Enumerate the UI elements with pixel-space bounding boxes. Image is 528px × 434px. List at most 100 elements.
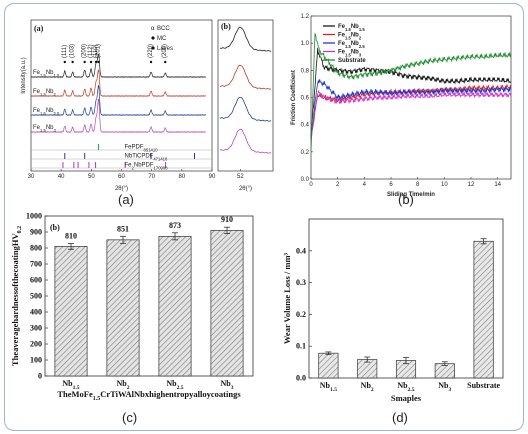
figure-frame: 30 40 50 60 70 80 90 2θ(°) Intensity(a.u.) (a) α BC… (4, 3, 524, 431)
xrd-peak-label: (200) (162, 44, 168, 58)
friction-x-label: Sliding Time/min (387, 192, 435, 198)
xrd-zoom-line (220, 64, 272, 90)
friction-x-tick-label: 14 (494, 182, 501, 188)
wear-x-tick-label: Nb3 (438, 381, 451, 393)
wear-x-tick-label: Nb1.5 (320, 381, 337, 393)
hardness-x-tick-label: Nb1.5 (62, 379, 79, 391)
xrd-zoom-line (219, 26, 272, 52)
hardness-y-tick-label: 900 (30, 228, 42, 237)
hardness-y-tick-label: 1000 (26, 212, 42, 221)
friction-x-tick-label: 6 (389, 182, 393, 188)
friction-x-tick-label: 12 (468, 182, 475, 188)
hardness-y-tick-label: 800 (30, 244, 42, 253)
caption-a: (a) (118, 192, 134, 207)
friction-y-tick-label: 0.6 (301, 96, 310, 102)
wear-bar (318, 352, 339, 379)
friction-y-tick-label: 1.0 (301, 41, 310, 47)
xrd-peak-marker-icon (89, 60, 93, 64)
xrd-peak-label: (110) (93, 44, 99, 58)
friction-legend-label: Fe1.5Nb2.5 (338, 41, 365, 49)
xrd-x-tick-label: 90 (209, 174, 216, 180)
friction-y-tick-label: 0.8 (301, 68, 310, 74)
friction-series-line (310, 89, 512, 138)
wear-y-label: Wear Volume Loss / mm³ (282, 252, 292, 344)
hardness-panel-label: (b) (50, 223, 60, 232)
caption-d: (d) (392, 410, 408, 425)
hardness-x-label: TheMoFe1.5CrTiWAlNbxhighentropyalloycoat… (57, 389, 241, 402)
bcc-legend-marker: α (151, 26, 155, 32)
xrd-pattern-line (30, 53, 206, 78)
hardness-y-tick-label: 400 (30, 308, 42, 317)
xrd-peak-label: (220) (148, 44, 154, 58)
wear-bar (473, 240, 494, 379)
wear-x-label: Smaples (391, 393, 422, 403)
xrd-series-label: Fe1.5Nb2.5 (33, 108, 60, 116)
xrd-x-tick-label: 50 (88, 174, 95, 180)
xrd-pattern-line (30, 84, 207, 116)
xrd-x-tick-label: 80 (178, 174, 185, 180)
xrd-pattern-line (30, 69, 206, 97)
xrd-peak-marker-icon (71, 60, 74, 64)
xrd-zoom-frame (217, 19, 274, 172)
xrd-x-tick-label: 70 (148, 174, 155, 180)
friction-series-line (310, 79, 512, 138)
xrd-legend-laves: Laves (157, 46, 173, 52)
xrd-peak-marker-icon (97, 60, 100, 64)
caption-c: (c) (122, 410, 138, 425)
friction-series-line (310, 32, 512, 152)
xrd-peak-label: (201) (96, 44, 102, 58)
hardness-y-tick-label: 700 (30, 260, 42, 269)
friction-x-tick-label: 4 (363, 182, 367, 188)
friction-x-tick-label: 0 (309, 182, 313, 188)
hardness-y-tick-label: 100 (30, 356, 42, 365)
xrd-peak-marker-icon (83, 60, 86, 64)
xrd-series-label: Fe1.5Nb2 (33, 89, 57, 97)
hardness-bar (54, 246, 88, 377)
xrd-zoom-line (219, 128, 272, 154)
wear-y-tick-label: 0.2 (296, 310, 306, 319)
hardness-y-tick-label: 200 (30, 340, 42, 349)
hardness-x-tick-label: Nb3 (220, 379, 233, 391)
friction-x-tick-label: 10 (441, 182, 448, 188)
hardness-bar (106, 239, 140, 377)
hardness-y-label: TheaveragehardnessofthecoatingHV0.2 (10, 226, 23, 366)
hardness-x-tick-label: Nb2.5 (166, 379, 183, 391)
hardness-x-tick-label: Nb2 (116, 379, 129, 391)
xrd-x-tick-label: 60 (118, 174, 125, 180)
friction-x-tick-label: 8 (416, 182, 420, 188)
hardness-value-label: 873 (169, 221, 181, 230)
hardness-bar (210, 230, 244, 377)
hardness-y-tick-label: 500 (30, 292, 42, 301)
wear-x-tick-label: Substrate (467, 381, 500, 390)
friction-legend-label: Fe1.5Nb1.5 (338, 24, 365, 32)
xrd-peak-marker-icon (149, 60, 153, 64)
xrd-y-label: Intensity(a.u.) (21, 57, 27, 93)
wear-y-tick-label: 0.0 (296, 374, 306, 383)
hardness-value-label: 810 (65, 232, 77, 241)
xrd-legend-mc: MC (157, 36, 167, 42)
hardness-value-label: 910 (221, 215, 233, 224)
xrd-peak-label: (111) (62, 45, 68, 58)
xrd-panel-label: (a) (34, 24, 44, 33)
xrd-reference-label: Fe2NbPDF170908 (125, 163, 169, 171)
wear-x-tick-label: Nb2 (361, 381, 374, 393)
wear-y-tick-label: 0.3 (296, 278, 306, 287)
xrd-peak-marker-icon (164, 60, 167, 64)
friction-y-tick-label: 0.4 (301, 123, 310, 129)
xrd-zoom-panel-label: (b) (221, 22, 231, 31)
hardness-y-tick-label: 0 (38, 372, 42, 381)
xrd-peak-marker-icon (63, 60, 66, 64)
xrd-zoom-tick-label: 52 (237, 174, 244, 180)
xrd-zoom-line (219, 97, 272, 122)
xrd-peak-label: (200) (82, 44, 88, 58)
xrd-x-tick-label: 30 (28, 174, 35, 180)
xrd-series-label: Fe1.5Nb1.5 (33, 70, 60, 78)
xrd-peak-label: (112) (88, 44, 94, 58)
laves-dot-icon (151, 46, 155, 50)
friction-y-tick-label: 0.0 (301, 177, 310, 183)
friction-legend-label: Substrate (338, 58, 366, 64)
friction-y-label: Friction Coefficient (291, 70, 297, 125)
wear-y-tick-label: 0.4 (296, 246, 306, 255)
xrd-reference-label: NbTiCPDF471418 (125, 154, 168, 162)
